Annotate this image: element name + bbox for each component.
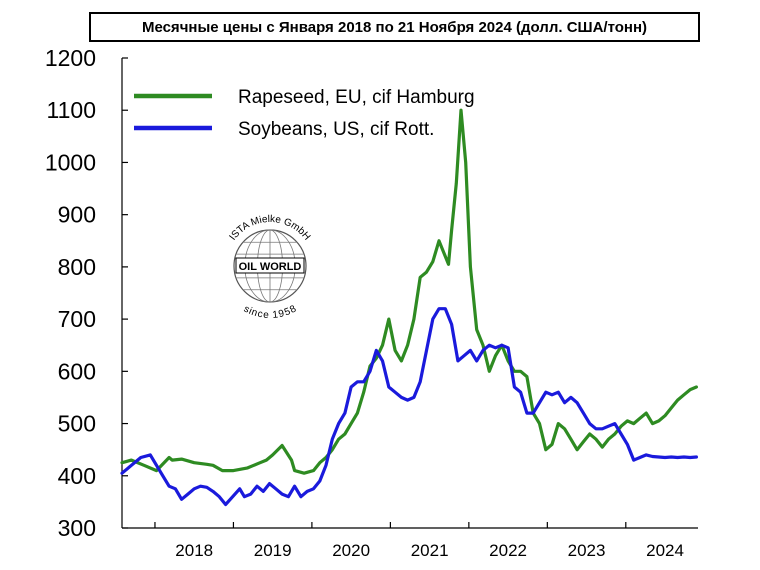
series-lines [120,108,699,507]
x-tick-label: 2021 [411,541,449,560]
chart-title: Месячные цены с Января 2018 по 21 Ноября… [141,18,648,36]
x-tick-label: 2022 [489,541,527,560]
y-tick-label: 800 [58,254,96,280]
x-tick-labels: 2018 2019 2020 2021 2022 2023 2024 [175,541,684,560]
legend: Rapeseed, EU, cif Hamburg Soybeans, US, c… [134,87,475,140]
chart-title-box: Месячные цены с Января 2018 по 21 Ноября… [89,12,700,42]
logo-bottom-text: since 1958 [242,303,299,321]
series-line-soybeans [120,307,699,507]
x-tick-label: 2020 [332,541,370,560]
y-tick-label: 1000 [45,149,96,175]
y-tick-label: 1200 [45,45,96,71]
series-line-rapeseed [120,108,699,475]
y-tick-label: 700 [58,306,96,332]
x-tick-label: 2023 [568,541,606,560]
y-tick-label: 1100 [47,97,96,123]
logo-main-text: OIL WORLD [239,261,302,273]
y-tick-label: 500 [58,411,96,437]
x-tick-label: 2018 [175,541,213,560]
y-tick-label: 900 [58,202,96,228]
x-tick-label: 2019 [254,541,292,560]
legend-label-soybeans: Soybeans, US, cif Rott. [238,119,434,140]
axes [121,57,698,529]
legend-label-rapeseed: Rapeseed, EU, cif Hamburg [238,87,475,108]
y-tick-label: 600 [58,358,96,384]
x-tick-label: 2024 [646,541,684,560]
y-tick-label: 300 [58,515,96,541]
y-tick-labels: 300 400 500 600 700 800 900 1000 1100 1200 [45,45,96,541]
logo-band [235,257,305,274]
y-tick-label: 400 [58,463,96,489]
